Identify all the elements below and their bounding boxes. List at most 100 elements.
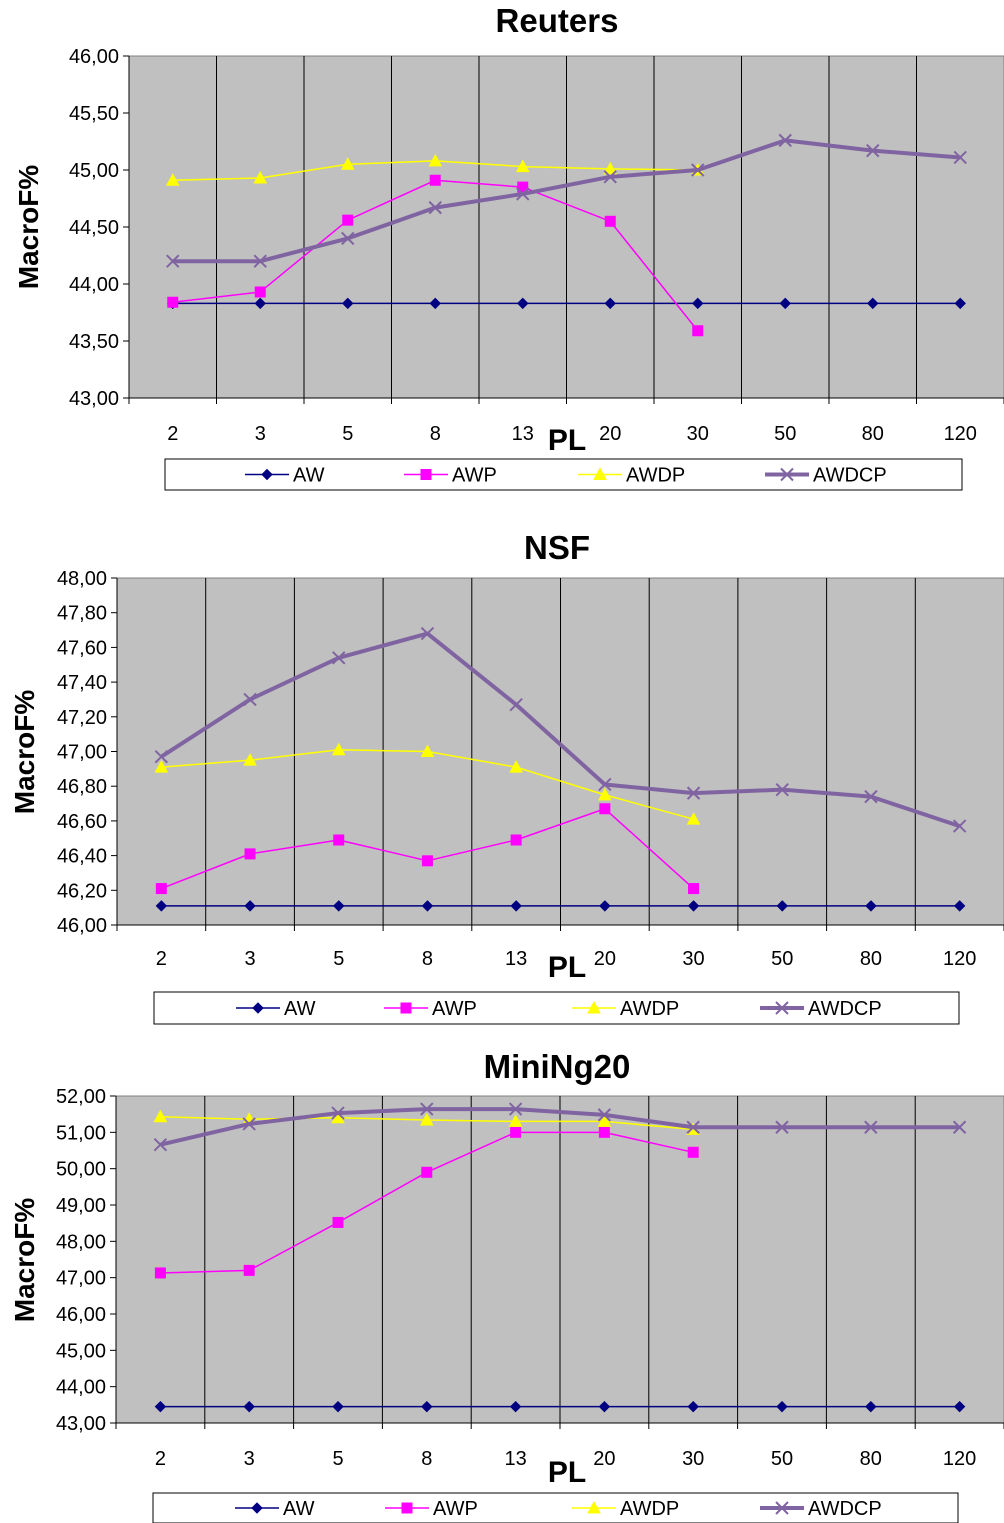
series-awp [154, 1126, 699, 1279]
x-tick-label: 13 [504, 1448, 526, 1470]
data-point-0-1 [167, 296, 179, 308]
x-tick-label: 8 [422, 948, 433, 970]
series-aw [155, 900, 966, 912]
data-point-2-3 [864, 1120, 878, 1134]
series-line [172, 138, 961, 264]
data-point-2-2 [508, 1114, 523, 1127]
data-point-1-0 [421, 900, 434, 912]
legend-label: AW [284, 998, 316, 1020]
x-tick-label: 120 [943, 948, 976, 970]
y-tick-label: 45,00 [56, 1340, 106, 1362]
data-point-2-1 [510, 1126, 522, 1138]
x-tick-label: 5 [333, 948, 344, 970]
data-point-1-1 [688, 883, 700, 895]
data-point-2-0 [332, 1400, 344, 1413]
data-point-1-2 [420, 744, 435, 757]
data-point-0-leg3 [780, 467, 794, 482]
data-point-0-0 [517, 297, 529, 310]
y-tick-label: 48,00 [56, 1231, 106, 1253]
data-point-2-3 [331, 1106, 345, 1120]
legend-label: AWP [432, 998, 477, 1020]
data-point-0-0 [254, 297, 266, 310]
data-point-2-1 [243, 1264, 255, 1276]
x-axis-label: PL [548, 951, 586, 984]
legend-label: AWP [452, 465, 497, 487]
data-point-0-3 [516, 187, 530, 201]
data-point-0-3 [778, 133, 792, 148]
y-tick-label: 46,60 [57, 811, 107, 833]
y-tick-label: 47,00 [56, 1268, 106, 1290]
data-point-0-1 [254, 286, 266, 298]
y-tick-label: 44,00 [69, 274, 119, 296]
data-point-1-2 [154, 760, 169, 773]
x-tick-label: 30 [682, 948, 704, 970]
y-tick-label: 47,40 [57, 672, 107, 694]
legend-label: AWDP [620, 1498, 679, 1520]
legend-label: AW [293, 465, 325, 487]
series-awdp [165, 153, 705, 186]
data-point-1-0 [155, 900, 168, 912]
data-point-1-1 [333, 834, 345, 846]
data-point-0-3 [953, 150, 967, 165]
x-tick-label: 80 [862, 423, 884, 445]
x-tick-label: 3 [244, 1448, 255, 1470]
y-tick-label: 47,60 [57, 637, 107, 659]
x-tick-label: 2 [156, 948, 167, 970]
y-tick-label: 49,00 [56, 1195, 106, 1217]
series-awdp [153, 1109, 701, 1135]
legend: AW AWP AWDP AWDCP [153, 991, 960, 1025]
series-awp [155, 803, 700, 895]
legend-label: AWDCP [813, 465, 887, 487]
data-point-0-1 [429, 174, 441, 186]
data-point-0-0 [779, 297, 791, 310]
data-point-2-0 [776, 1400, 788, 1413]
x-axis-label: PL [548, 1456, 586, 1489]
data-point-1-0 [687, 900, 700, 912]
y-tick-label: 47,80 [57, 603, 107, 625]
data-point-0-2 [603, 161, 618, 175]
data-point-2-3 [242, 1117, 256, 1131]
data-point-2-0 [598, 1400, 611, 1413]
data-point-0-0 [867, 297, 879, 310]
series-aw [154, 1400, 966, 1413]
x-tick-label: 8 [421, 1448, 432, 1470]
data-point-2-0 [865, 1400, 877, 1413]
series-awdcp [166, 133, 967, 268]
series-awdcp [154, 626, 967, 833]
data-point-0-2 [165, 173, 180, 186]
data-point-1-1 [155, 883, 167, 895]
x-tick-label: 50 [771, 948, 793, 970]
x-tick-label: 80 [860, 948, 882, 970]
y-tick-label: 52,00 [56, 1086, 106, 1108]
x-tick-label: 30 [687, 423, 709, 445]
data-point-1-leg1 [400, 1002, 412, 1014]
data-point-1-0 [776, 900, 788, 912]
y-tick-label: 43,00 [56, 1413, 106, 1435]
data-point-2-1 [332, 1216, 344, 1228]
data-point-0-3 [428, 200, 442, 215]
data-point-2-2 [153, 1109, 168, 1123]
data-point-1-2 [331, 742, 346, 756]
data-point-0-0 [604, 297, 616, 310]
data-point-2-2 [419, 1112, 434, 1126]
data-point-0-0 [954, 297, 966, 310]
legend-box [164, 458, 963, 491]
y-tick-label: 46,20 [57, 880, 107, 902]
data-point-0-2 [428, 153, 443, 167]
data-point-2-3 [775, 1120, 789, 1134]
x-tick-label: 5 [332, 1448, 343, 1470]
data-point-2-0 [243, 1400, 255, 1413]
data-point-1-3 [686, 786, 701, 800]
y-axis-label: MacroF% [9, 1198, 40, 1323]
data-point-1-1 [599, 803, 611, 815]
data-point-1-0 [333, 900, 345, 912]
y-tick-label: 47,20 [57, 707, 107, 729]
data-point-0-2 [515, 159, 530, 173]
x-tick-label: 13 [512, 423, 534, 445]
legend-label: AW [283, 1498, 315, 1520]
chart-title: NSF [524, 529, 590, 566]
x-tick-label: 13 [505, 948, 527, 970]
x-tick-label: 120 [944, 423, 977, 445]
data-point-0-3 [166, 254, 180, 268]
